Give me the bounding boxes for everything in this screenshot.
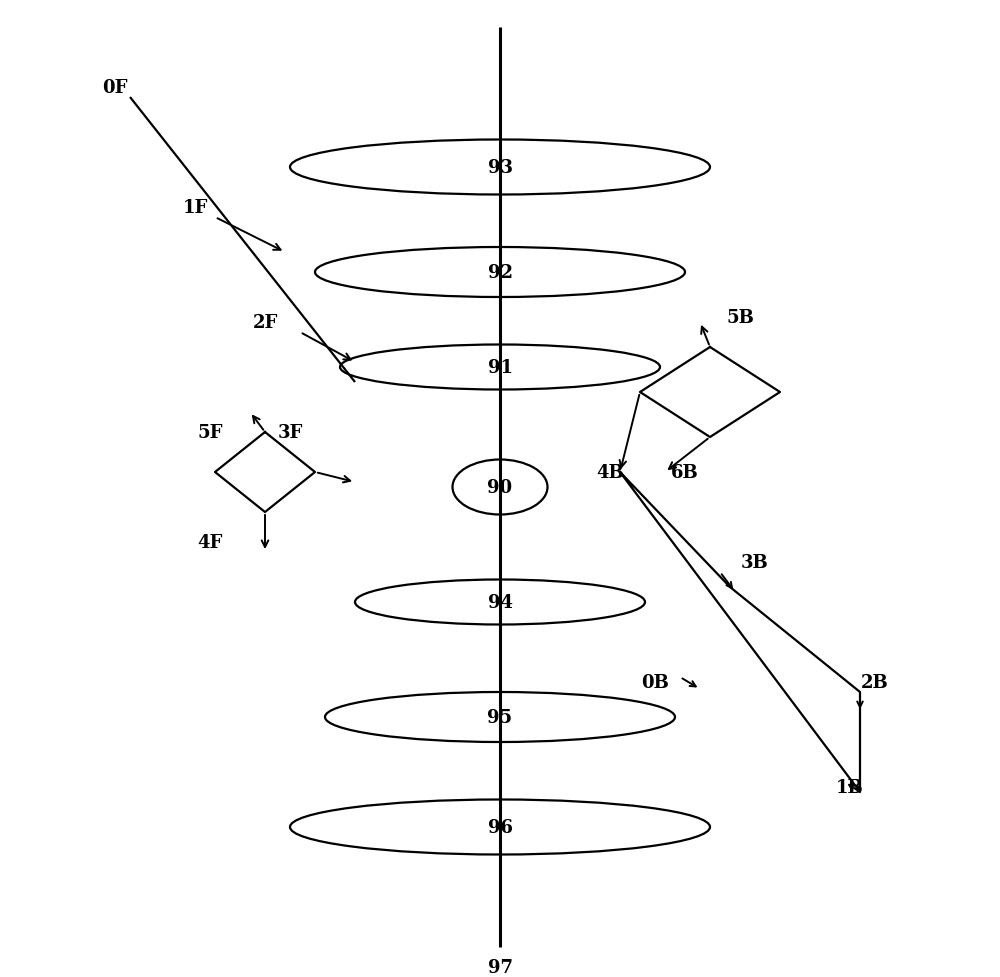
Text: 92: 92 <box>488 264 512 281</box>
Text: 4F: 4F <box>197 533 223 551</box>
Text: 2B: 2B <box>861 673 889 692</box>
Text: 3B: 3B <box>741 553 769 572</box>
Text: 0B: 0B <box>641 673 669 692</box>
Text: 1B: 1B <box>836 779 864 796</box>
Text: 6B: 6B <box>671 463 699 482</box>
Text: 94: 94 <box>488 593 512 612</box>
Text: 90: 90 <box>487 479 513 496</box>
Text: 0F: 0F <box>102 79 128 97</box>
Text: 97: 97 <box>488 958 512 976</box>
Text: 5F: 5F <box>197 424 223 442</box>
Text: 91: 91 <box>488 359 512 376</box>
Text: 93: 93 <box>488 159 512 177</box>
Text: 5B: 5B <box>726 309 754 326</box>
Text: 96: 96 <box>488 818 512 836</box>
Text: 4B: 4B <box>596 463 624 482</box>
Text: 3F: 3F <box>277 424 303 442</box>
Text: 1F: 1F <box>182 198 208 217</box>
Text: 2F: 2F <box>252 314 278 331</box>
Text: 95: 95 <box>487 708 513 726</box>
